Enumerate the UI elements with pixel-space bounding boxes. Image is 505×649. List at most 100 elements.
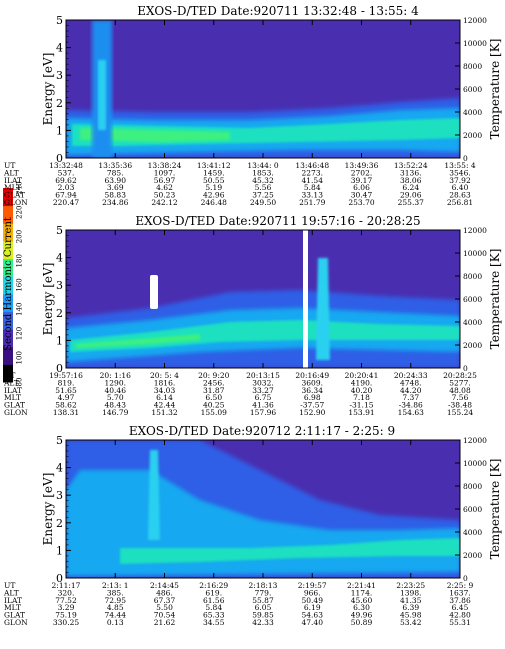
- orbit-cell: 20:16:49: [295, 371, 329, 380]
- panel-1-title: EXOS-D/TED Date:920711 13:32:48 - 13:55:…: [137, 4, 419, 18]
- orbit-cell: 234.86: [102, 198, 128, 207]
- orbit-cell: 40.25: [203, 401, 225, 410]
- orbit-cell: 44.20: [400, 386, 422, 395]
- orbit-cell: 4748.: [400, 378, 421, 387]
- orbit-cell: 45.32: [252, 176, 274, 185]
- orbit-cell: 5.50: [156, 603, 173, 612]
- orbit-cell: 13:32:48: [49, 161, 83, 170]
- orbit-cell: 3032.: [252, 378, 273, 387]
- orbit-cell: 28.63: [449, 191, 471, 200]
- colorbar-swatch: [3, 276, 13, 295]
- orbit-cell: 54.63: [302, 611, 324, 620]
- orbit-cell: 30.47: [351, 191, 373, 200]
- orbit-cell: 537.: [58, 168, 75, 177]
- orbit-cell: 77.52: [55, 596, 77, 605]
- panel-1: EXOS-D/TED Date:920711 13:32:48 - 13:55:…: [3, 4, 502, 207]
- orbit-cell: 157.96: [250, 408, 276, 417]
- colorbar-tick-label: 120: [16, 327, 24, 340]
- orbit-cell: 41.35: [400, 596, 422, 605]
- orbit-cell: 20:24:33: [394, 371, 428, 380]
- orbit-cell: 4.62: [156, 183, 173, 192]
- orbit-cell: 37.92: [449, 176, 471, 185]
- y-tick-label: 3: [56, 69, 63, 82]
- orbit-cell: 779.: [255, 588, 272, 597]
- y2-tick-label: 6000: [463, 295, 482, 304]
- orbit-row-label: GLON: [4, 618, 28, 627]
- orbit-cell: 59.85: [252, 611, 274, 620]
- orbit-cell: 5.56: [255, 183, 272, 192]
- y2-tick-label: 4000: [463, 108, 482, 117]
- panel-1-ylabel: Energy [eV]: [41, 53, 55, 126]
- panel-2-core-band: [70, 320, 460, 352]
- colorbar-swatch: [3, 205, 13, 224]
- orbit-cell: 13:35:36: [98, 161, 132, 170]
- orbit-cell: 58.62: [55, 401, 77, 410]
- y-tick-label: 4: [56, 462, 63, 475]
- panel-2-data-gap-2: [303, 230, 308, 368]
- y2-tick-label: 10000: [463, 249, 487, 258]
- y2-tick-label: 0: [463, 574, 468, 583]
- orbit-cell: 20: 5: 4: [150, 371, 179, 380]
- orbit-row-label: GLAT: [4, 611, 25, 620]
- orbit-cell: 6.30: [353, 603, 370, 612]
- orbit-cell: 1637.: [449, 588, 470, 597]
- y2-tick-label: 8000: [463, 272, 482, 281]
- colorbar-tick-label: 100: [16, 351, 24, 364]
- orbit-cell: 13:49:36: [345, 161, 379, 170]
- orbit-cell: 2:18:13: [249, 581, 278, 590]
- orbit-cell: 619.: [205, 588, 222, 597]
- panel-2-spectrogram: [66, 230, 460, 368]
- orbit-cell: 246.48: [201, 198, 227, 207]
- orbit-cell: 33.27: [252, 386, 274, 395]
- orbit-cell: 50.23: [154, 191, 176, 200]
- orbit-row-label: MLT: [4, 183, 21, 192]
- orbit-cell: 7.56: [452, 393, 469, 402]
- orbit-row-label: ILAT: [4, 386, 22, 395]
- orbit-cell: 74.44: [105, 611, 127, 620]
- orbit-cell: 58.83: [105, 191, 127, 200]
- y2-tick-label: 6000: [463, 505, 482, 514]
- y2-tick-label: 2000: [463, 341, 482, 350]
- orbit-cell: 36.34: [302, 386, 324, 395]
- orbit-row-label: ILAT: [4, 176, 22, 185]
- colorbar: 80 100 120 140 160 180 200 220 240 Second Harmon…: [3, 181, 24, 386]
- orbit-cell: 20: 9:20: [198, 371, 230, 380]
- panel-2-axes: 0 1 2 3 4 5 0 2000 4000 6000 8000 10000 12000: [56, 224, 487, 375]
- orbit-cell: 55.31: [449, 618, 470, 627]
- orbit-cell: 220.47: [53, 198, 79, 207]
- panel-1-axes: 0 1 2 3 4 5 0 2000 4000 6000 8000 10000 12000: [56, 14, 487, 165]
- orbit-cell: 20:20:41: [345, 371, 379, 380]
- orbit-cell: 63.90: [105, 176, 127, 185]
- orbit-cell: 785.: [107, 168, 124, 177]
- orbit-cell: 152.90: [299, 408, 325, 417]
- orbit-cell: 253.70: [348, 198, 374, 207]
- orbit-cell: 2273.: [302, 168, 323, 177]
- orbit-cell: 20: 1:16: [100, 371, 132, 380]
- orbit-cell: 72.95: [105, 596, 127, 605]
- y-tick-label: 4: [56, 252, 63, 265]
- panel-2-peak-band: [76, 334, 200, 348]
- orbit-cell: 69.62: [55, 176, 77, 185]
- orbit-cell: 1174.: [351, 588, 372, 597]
- y-tick-label: 5: [56, 224, 63, 237]
- orbit-cell: 21.62: [154, 618, 176, 627]
- orbit-cell: 2:23:25: [396, 581, 425, 590]
- orbit-row-label: UT: [4, 371, 15, 380]
- orbit-cell: 37.25: [252, 191, 274, 200]
- orbit-cell: 2.03: [58, 183, 75, 192]
- orbit-cell: 6.19: [304, 603, 321, 612]
- orbit-cell: 155.24: [447, 408, 473, 417]
- orbit-cell: 42.44: [154, 401, 176, 410]
- orbit-cell: 31.87: [203, 386, 225, 395]
- orbit-cell: 13:55: 4: [444, 161, 476, 170]
- y2-tick-label: 10000: [463, 459, 487, 468]
- panel-3-title: EXOS-D/TED Date:920712 2:11:17 - 2:25: 9: [129, 424, 395, 438]
- panel-3-axes: 0 1 2 3 4 5 0 2000 4000 6000 8000 10000 12000: [56, 434, 487, 585]
- orbit-cell: 19:57:16: [49, 371, 83, 380]
- orbit-cell: 330.25: [53, 618, 79, 627]
- colorbar-swatch: [3, 293, 13, 312]
- orbit-cell: -31.15: [349, 401, 373, 410]
- orbit-cell: 6.24: [402, 183, 419, 192]
